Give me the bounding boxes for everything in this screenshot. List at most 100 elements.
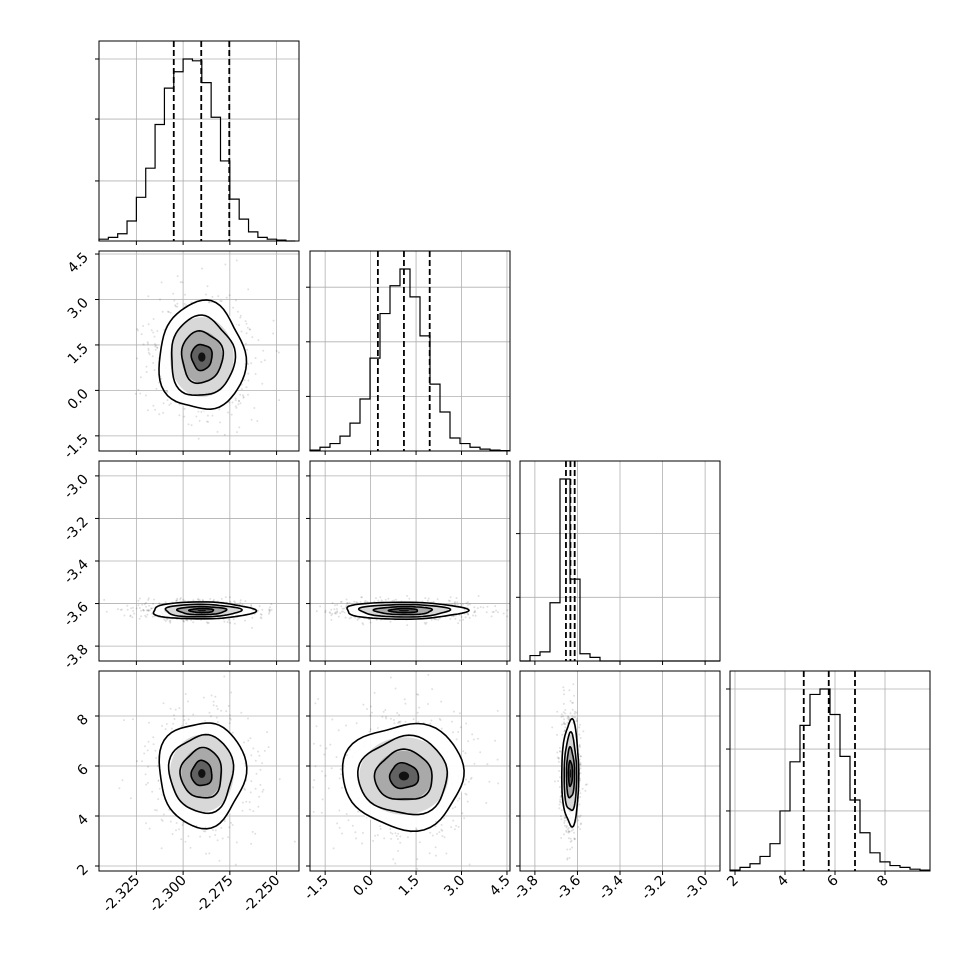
sample-point xyxy=(454,806,457,809)
sample-point xyxy=(457,825,460,828)
sample-point xyxy=(227,836,230,839)
sample-point xyxy=(457,622,460,625)
sample-point xyxy=(176,599,179,602)
sample-point xyxy=(562,833,565,836)
sample-point xyxy=(215,705,218,708)
sample-point xyxy=(130,607,133,610)
sample-point xyxy=(204,826,207,829)
sample-point xyxy=(329,743,332,746)
sample-point xyxy=(153,335,156,338)
sample-point xyxy=(204,830,207,833)
sample-point xyxy=(249,737,252,740)
sample-point xyxy=(216,721,219,723)
sample-point xyxy=(205,621,208,624)
sample-point xyxy=(391,832,394,835)
sample-point xyxy=(245,322,248,325)
sample-point xyxy=(456,603,459,606)
sample-point xyxy=(241,603,244,606)
sample-point xyxy=(250,842,253,845)
sample-point xyxy=(136,760,138,763)
sample-point xyxy=(313,779,316,782)
sample-point xyxy=(163,618,166,621)
sample-point xyxy=(219,299,222,302)
sample-point xyxy=(168,404,171,406)
sample-point xyxy=(145,783,148,786)
sample-point xyxy=(186,619,189,622)
sample-point xyxy=(269,609,272,612)
sample-point xyxy=(490,615,493,618)
sample-point xyxy=(474,611,477,614)
contour-line-2 xyxy=(372,605,434,616)
sample-point xyxy=(334,604,336,607)
sample-point xyxy=(223,820,226,823)
sample-point xyxy=(440,727,443,730)
contour-line-0 xyxy=(158,722,248,830)
sample-point xyxy=(452,615,455,618)
sample-point xyxy=(161,724,164,727)
sample-point xyxy=(160,377,163,380)
contour-line-0 xyxy=(158,299,248,411)
sample-point xyxy=(337,615,340,618)
sample-point xyxy=(320,811,323,814)
sample-point xyxy=(451,720,453,723)
sample-point xyxy=(257,609,260,612)
sample-point xyxy=(424,597,427,600)
sample-point xyxy=(553,780,556,783)
sample-point xyxy=(488,780,491,783)
sample-point xyxy=(154,348,157,351)
y-tick-label-3-2: 6 xyxy=(74,761,92,779)
x-tick-label-1-0: -1.5 xyxy=(301,873,332,904)
sample-point xyxy=(477,737,479,740)
sample-point xyxy=(216,430,219,433)
sample-point xyxy=(397,850,400,852)
sample-point xyxy=(241,801,244,804)
sample-point xyxy=(473,606,476,609)
sample-point xyxy=(468,780,470,783)
sample-point xyxy=(227,411,229,414)
sample-point xyxy=(241,394,244,397)
sample-point xyxy=(463,783,466,786)
x-tick-label-3-3: 8 xyxy=(874,873,892,891)
sample-point xyxy=(155,757,158,759)
sample-point xyxy=(144,614,147,617)
sample-point xyxy=(229,717,231,720)
sample-point xyxy=(558,803,561,806)
sample-point xyxy=(375,597,377,600)
sample-point xyxy=(569,837,572,840)
sample-point xyxy=(183,302,186,305)
sample-point xyxy=(230,691,233,694)
sample-point xyxy=(564,708,567,711)
sample-point xyxy=(283,746,285,748)
sample-point xyxy=(573,694,576,697)
sample-point xyxy=(345,724,348,727)
sample-point xyxy=(146,613,149,616)
sample-point xyxy=(494,739,497,742)
sample-point xyxy=(223,433,226,436)
data-layer xyxy=(98,41,930,871)
sample-point xyxy=(147,609,150,612)
sample-point xyxy=(347,819,350,822)
sample-point xyxy=(228,722,231,725)
sample-point xyxy=(467,603,470,606)
sample-point xyxy=(173,718,176,720)
sample-point xyxy=(312,786,315,789)
sample-point xyxy=(341,832,344,835)
sample-point xyxy=(187,718,190,721)
sample-point xyxy=(563,722,566,725)
sample-point xyxy=(474,614,477,617)
y-tick-label-2-0: -3.8 xyxy=(61,642,92,673)
sample-point xyxy=(162,411,165,414)
sample-point xyxy=(134,392,137,395)
sample-point xyxy=(158,413,161,416)
sample-point xyxy=(180,838,183,841)
sample-point xyxy=(564,712,567,715)
sample-point xyxy=(243,787,246,790)
sample-point xyxy=(580,822,583,825)
sample-point xyxy=(183,620,185,623)
y-tick-label-3-0: 2 xyxy=(74,862,92,880)
sample-point xyxy=(238,400,241,402)
sample-point xyxy=(215,716,218,719)
sample-point xyxy=(238,426,241,429)
sample-point xyxy=(293,840,296,843)
sample-point xyxy=(214,829,217,832)
